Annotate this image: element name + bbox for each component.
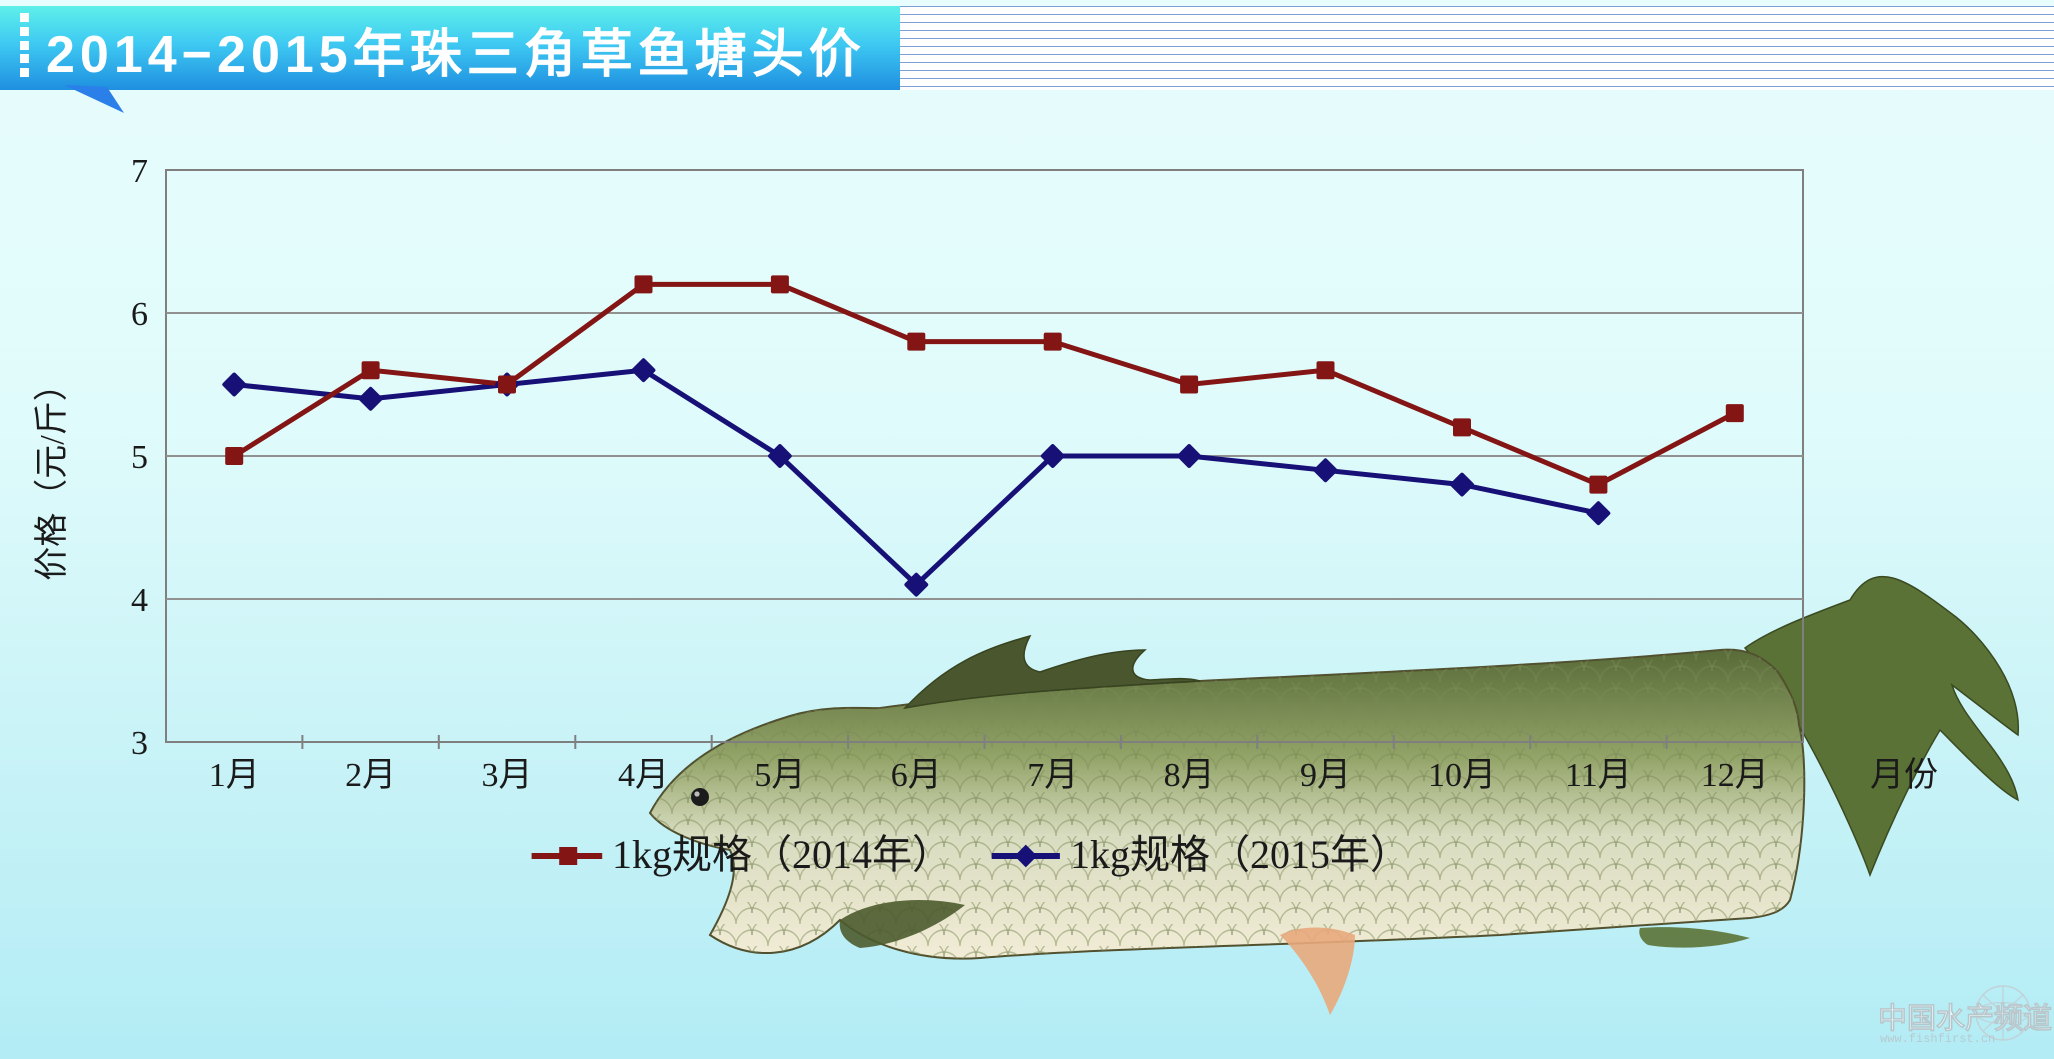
svg-text:10月: 10月 — [1428, 757, 1496, 794]
svg-text:7月: 7月 — [1027, 757, 1078, 794]
svg-text:5: 5 — [131, 439, 148, 476]
svg-text:价格（元/斤）: 价格（元/斤） — [33, 367, 71, 580]
svg-text:4: 4 — [131, 582, 148, 619]
svg-text:3: 3 — [131, 725, 148, 762]
svg-text:1kg规格（2014年）: 1kg规格（2014年） — [612, 832, 952, 877]
svg-text:2月: 2月 — [345, 757, 396, 794]
svg-text:3月: 3月 — [482, 757, 533, 794]
svg-text:12月: 12月 — [1701, 757, 1769, 794]
svg-text:7: 7 — [131, 153, 148, 190]
svg-text:8月: 8月 — [1164, 757, 1215, 794]
svg-text:6月: 6月 — [891, 757, 942, 794]
svg-text:4月: 4月 — [618, 757, 669, 794]
svg-text:1kg规格（2015年）: 1kg规格（2015年） — [1070, 832, 1410, 877]
svg-text:1月: 1月 — [209, 757, 260, 794]
svg-text:6: 6 — [131, 296, 148, 333]
svg-text:11月: 11月 — [1565, 757, 1632, 794]
svg-text:5月: 5月 — [754, 757, 805, 794]
svg-text:月份: 月份 — [1870, 757, 1938, 794]
svg-text:9月: 9月 — [1300, 757, 1351, 794]
